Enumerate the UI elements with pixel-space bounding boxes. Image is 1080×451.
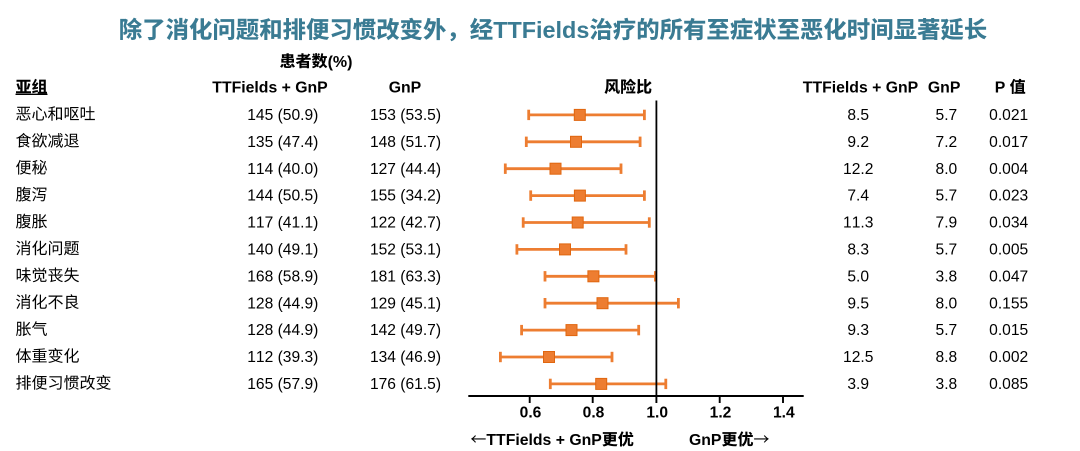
svg-text:152 (53.1): 152 (53.1): [370, 242, 441, 259]
svg-text:9.2: 9.2: [847, 134, 869, 151]
svg-text:112 (39.3): 112 (39.3): [247, 349, 318, 366]
svg-text:11.3: 11.3: [843, 215, 873, 232]
svg-text:8.3: 8.3: [847, 242, 869, 259]
svg-text:1.4: 1.4: [773, 405, 795, 422]
svg-text:5.7: 5.7: [936, 107, 958, 124]
svg-text:0.085: 0.085: [989, 376, 1028, 393]
svg-text:3.9: 3.9: [847, 376, 869, 393]
svg-text:168 (58.9): 168 (58.9): [247, 268, 318, 285]
svg-text:127 (44.4): 127 (44.4): [370, 161, 441, 178]
svg-text:176 (61.5): 176 (61.5): [370, 376, 441, 393]
svg-text:5.7: 5.7: [936, 242, 958, 259]
svg-text:0.047: 0.047: [989, 268, 1028, 285]
svg-text:155 (34.2): 155 (34.2): [370, 188, 441, 205]
svg-text:3.8: 3.8: [936, 268, 958, 285]
svg-text:134 (46.9): 134 (46.9): [370, 349, 441, 366]
svg-text:8.0: 8.0: [936, 161, 958, 178]
svg-text:3.8: 3.8: [936, 376, 958, 393]
svg-text:8.0: 8.0: [936, 295, 958, 312]
svg-text:165 (57.9): 165 (57.9): [247, 376, 318, 393]
svg-text:0.021: 0.021: [989, 107, 1028, 124]
svg-text:0.004: 0.004: [989, 161, 1028, 178]
svg-text:5.0: 5.0: [847, 268, 869, 285]
svg-text:153 (53.5): 153 (53.5): [370, 107, 441, 124]
svg-text:0.023: 0.023: [989, 188, 1028, 205]
svg-text:7.9: 7.9: [936, 215, 958, 232]
svg-text:0.6: 0.6: [520, 405, 542, 422]
svg-text:12.5: 12.5: [843, 349, 874, 366]
svg-text:142 (49.7): 142 (49.7): [370, 322, 441, 339]
svg-text:TTFields + GnP: TTFields + GnP: [486, 432, 601, 449]
svg-text:9.3: 9.3: [847, 322, 869, 339]
svg-text:12.2: 12.2: [843, 161, 873, 178]
svg-text:0.015: 0.015: [989, 322, 1028, 339]
svg-text:0.034: 0.034: [989, 215, 1028, 232]
svg-text:9.5: 9.5: [847, 295, 869, 312]
svg-text:TTFields + GnP: TTFields + GnP: [803, 80, 918, 97]
svg-text:145 (50.9): 145 (50.9): [247, 107, 318, 124]
svg-text:GnP: GnP: [689, 432, 721, 449]
svg-text:128 (44.9): 128 (44.9): [247, 322, 318, 339]
svg-text:129 (45.1): 129 (45.1): [370, 295, 441, 312]
svg-text:TTFields: TTFields: [493, 17, 589, 43]
svg-text:TTFields + GnP: TTFields + GnP: [212, 80, 327, 97]
svg-text:144 (50.5): 144 (50.5): [247, 188, 318, 205]
svg-text:114 (40.0): 114 (40.0): [247, 161, 318, 178]
svg-text:5.7: 5.7: [936, 188, 958, 205]
svg-text:148 (51.7): 148 (51.7): [370, 134, 441, 151]
svg-text:7.2: 7.2: [936, 134, 958, 151]
svg-text:8.8: 8.8: [936, 349, 958, 366]
svg-text:8.5: 8.5: [847, 107, 869, 124]
svg-text:7.4: 7.4: [847, 188, 869, 205]
svg-text:135 (47.4): 135 (47.4): [247, 134, 318, 151]
svg-text:181 (63.3): 181 (63.3): [370, 268, 441, 285]
svg-text:0.002: 0.002: [989, 349, 1028, 366]
svg-text:117 (41.1): 117 (41.1): [247, 215, 318, 232]
svg-text:GnP: GnP: [928, 80, 960, 97]
svg-text:0.017: 0.017: [989, 134, 1028, 151]
svg-text:128 (44.9): 128 (44.9): [247, 295, 318, 312]
svg-text:0.8: 0.8: [583, 405, 605, 422]
svg-text:0.155: 0.155: [989, 295, 1028, 312]
svg-text:1.2: 1.2: [710, 405, 732, 422]
svg-text:P: P: [995, 80, 1006, 97]
svg-text:122 (42.7): 122 (42.7): [370, 215, 441, 232]
svg-text:(%): (%): [328, 54, 353, 71]
svg-text:140 (49.1): 140 (49.1): [247, 242, 318, 259]
svg-text:0.005: 0.005: [989, 242, 1028, 259]
svg-text:5.7: 5.7: [936, 322, 958, 339]
svg-text:GnP: GnP: [389, 80, 421, 97]
svg-text:1.0: 1.0: [646, 405, 668, 422]
